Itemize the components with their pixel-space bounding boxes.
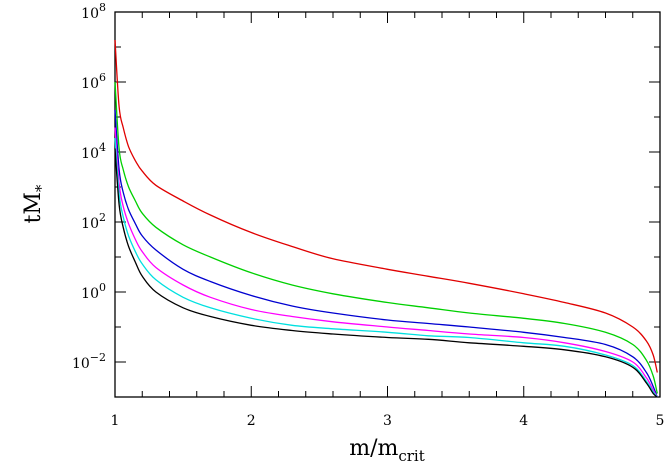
x-tick-label: 1: [111, 413, 120, 429]
x-tick-label: 2: [247, 413, 256, 429]
tick-labels: 1 2 3 4 5 108 106 104 102 100 10−2: [72, 1, 665, 429]
series-lines: [114, 39, 658, 398]
series-line-2: [114, 81, 658, 394]
y-tick-label: 100: [81, 281, 106, 302]
y-tick-label: 10−2: [72, 351, 106, 372]
x-tick-label: 3: [383, 413, 392, 429]
series-line-5: [114, 137, 658, 398]
series-line-3: [114, 109, 658, 398]
y-tick-label: 102: [81, 211, 106, 232]
x-axis-label: m/mcrit: [349, 436, 425, 463]
y-tick-label: 104: [81, 141, 106, 162]
y-tick-label: 108: [81, 1, 106, 22]
x-tick-label: 4: [519, 413, 528, 429]
y-tick-label: 106: [81, 71, 106, 92]
series-line-4: [114, 127, 658, 398]
y-axis-label: tM*: [21, 184, 50, 223]
series-line-1: [114, 39, 658, 373]
series-line-6: [114, 148, 658, 398]
x-tick-label: 5: [656, 413, 665, 429]
